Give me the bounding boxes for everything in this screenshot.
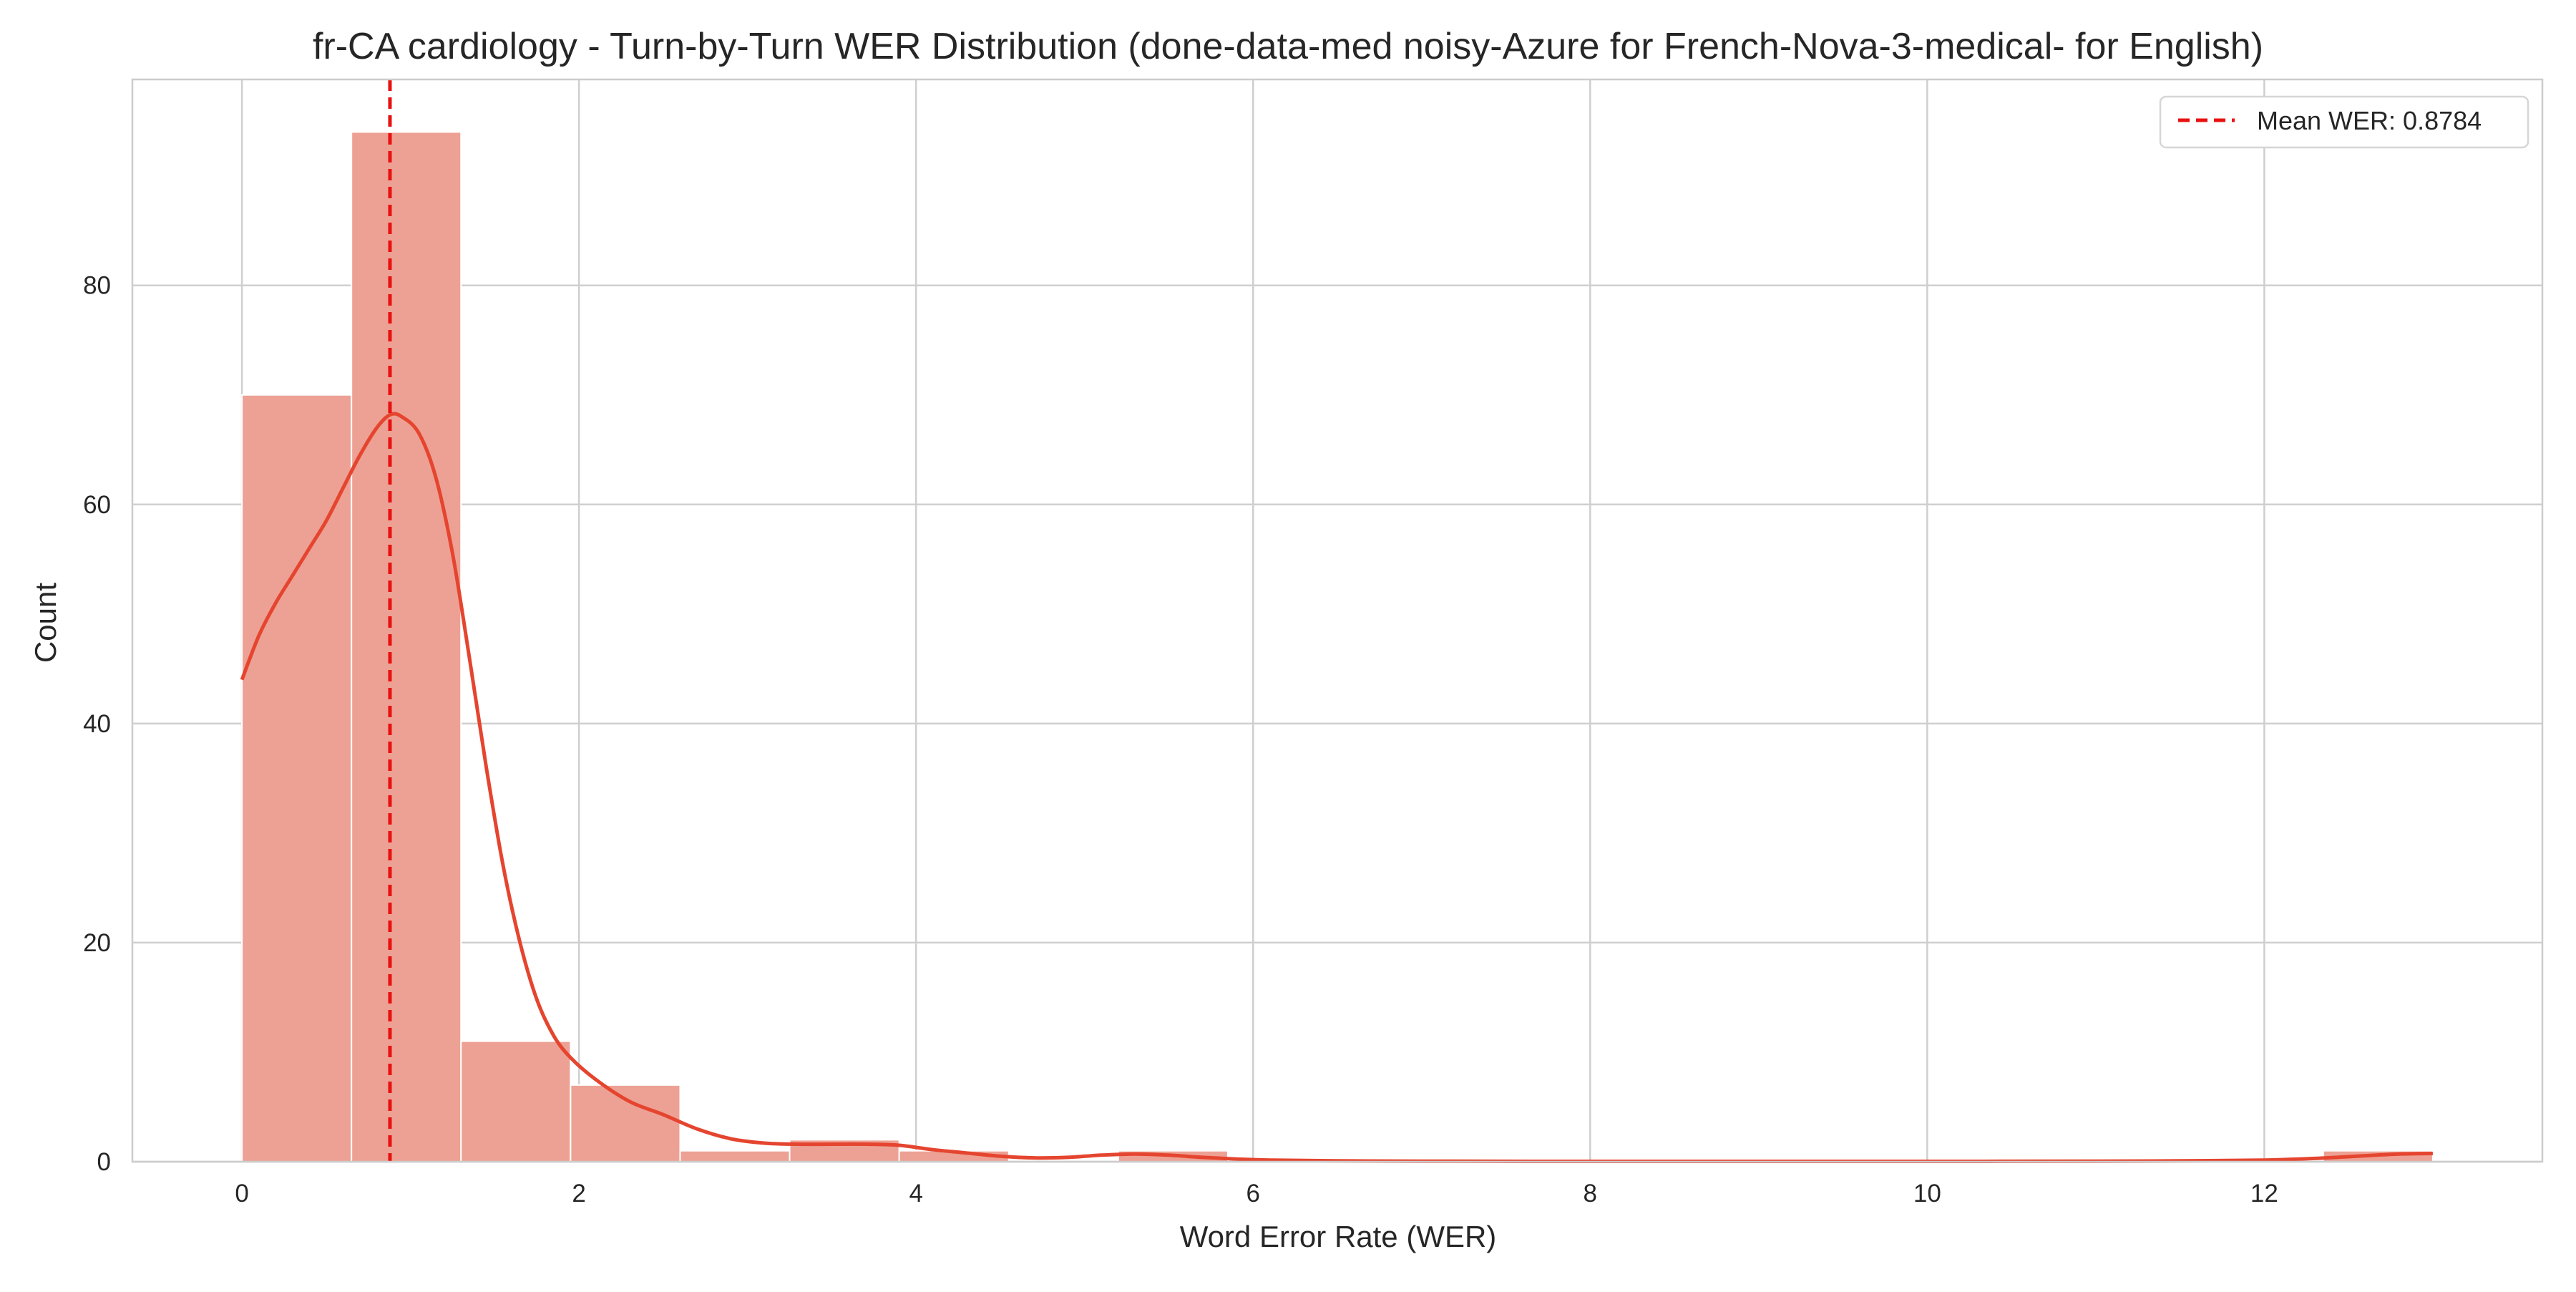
x-tick-label: 10 (1913, 1180, 1941, 1208)
y-tick-label: 80 (83, 272, 111, 300)
x-tick-label: 4 (909, 1180, 922, 1208)
grid-lines (132, 79, 2542, 1163)
histogram-bar (460, 1040, 572, 1162)
x-tick-label: 12 (2250, 1180, 2278, 1208)
histogram-bar (570, 1084, 681, 1163)
legend-box (2159, 95, 2529, 149)
y-tick-label: 60 (83, 491, 111, 519)
axes-frame (131, 78, 2544, 1163)
y-tick-label: 20 (83, 929, 111, 957)
histogram-bars (241, 131, 2434, 1163)
y-tick-label: 40 (83, 710, 111, 738)
x-tick-label: 0 (235, 1180, 248, 1208)
x-tick-label: 8 (1584, 1180, 1597, 1208)
y-tick-label: 0 (97, 1148, 111, 1176)
y-axis-label: Count (29, 583, 62, 663)
histogram-bar (241, 394, 353, 1162)
legend: Mean WER: 0.8784 (2159, 95, 2529, 149)
x-tick-label: 2 (572, 1180, 585, 1208)
tick-labels: 0 2 4 6 8 10 12 0 20 40 60 80 (83, 272, 2278, 1208)
histogram-bar (351, 131, 462, 1162)
x-tick-label: 6 (1246, 1180, 1260, 1208)
x-axis-label: Word Error Rate (WER) (1180, 1220, 1497, 1253)
histogram-bar (679, 1150, 791, 1163)
legend-mean-label: Mean WER: 0.8784 (2257, 106, 2482, 135)
chart-title: fr-CA cardiology - Turn-by-Turn WER Dist… (313, 26, 2263, 67)
